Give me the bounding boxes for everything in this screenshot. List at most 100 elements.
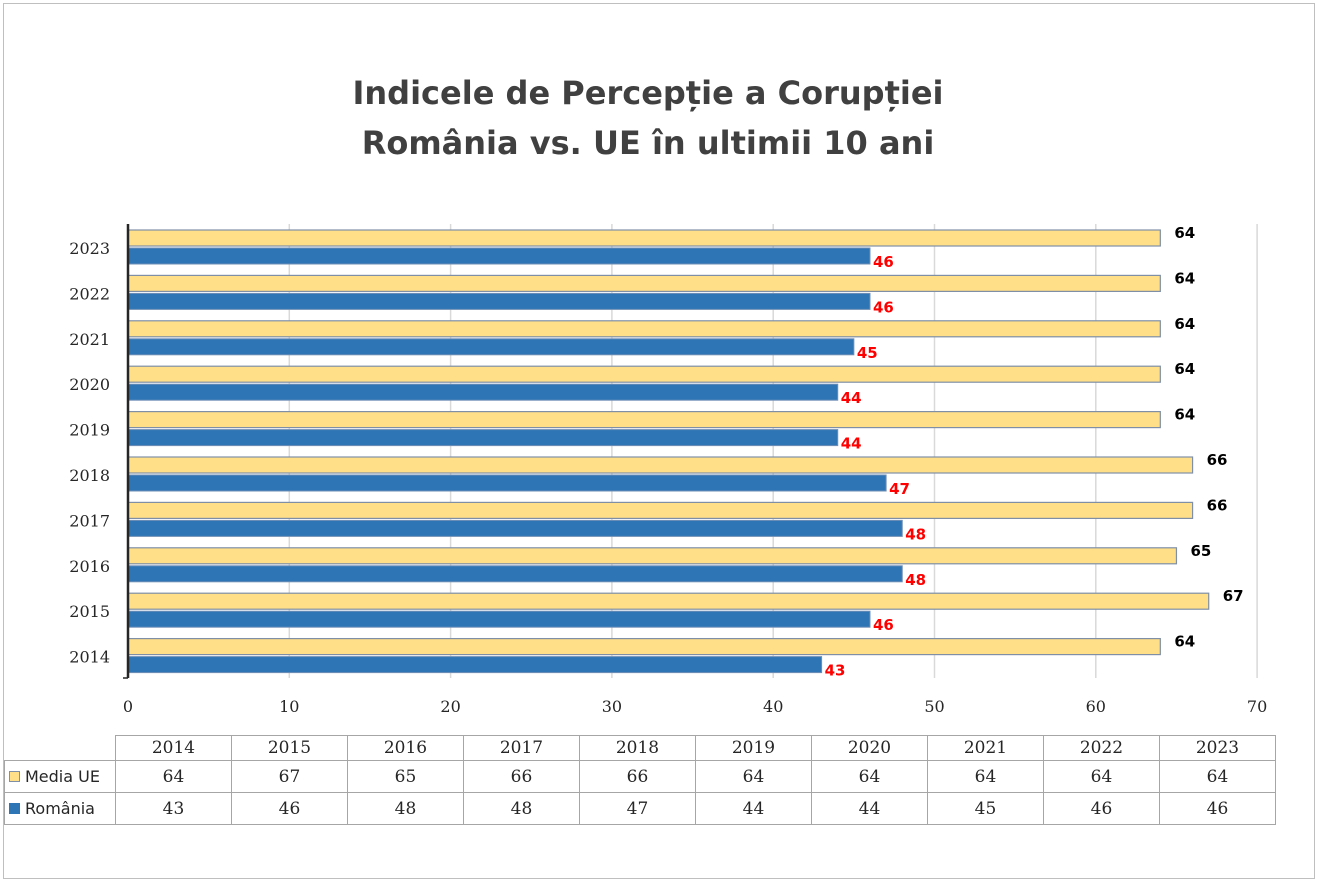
data-table-cell-romania: 48	[463, 792, 580, 825]
data-table-year-header: 2018	[579, 735, 696, 761]
y-category-label: 2022	[69, 284, 110, 303]
data-table: 2014 2015 2016 2017 2018 2019 2020 2021 2022 2023…	[4, 735, 1276, 825]
bar-chart: 0 10 20 30 40 50 60 70 2014 64 43 2015 67 46 2016 65 48 2…	[69, 224, 1267, 716]
data-label-romania: 47	[889, 480, 910, 498]
data-table-year-header: 2021	[927, 735, 1044, 761]
bar-romania	[127, 247, 871, 265]
data-table-year-header: 2015	[231, 735, 348, 761]
bar-media-ue	[127, 592, 1210, 610]
data-table-year-header: 2017	[463, 735, 580, 761]
y-category-label: 2021	[69, 330, 110, 349]
bar-media-ue	[127, 637, 1161, 656]
data-table-cell-media-ue: 66	[579, 760, 696, 793]
y-category-label: 2017	[69, 511, 110, 530]
y-category-label: 2015	[69, 602, 110, 621]
bar-romania	[127, 474, 887, 492]
data-label-romania: 46	[873, 298, 894, 316]
bar-media-ue	[127, 547, 1178, 565]
data-label-romania: 46	[873, 253, 894, 271]
data-label-media-ue: 64	[1174, 269, 1195, 287]
bar-romania	[127, 656, 823, 674]
x-tick-label: 70	[1247, 697, 1267, 716]
data-table-cell-media-ue: 65	[347, 760, 464, 793]
bar-media-ue	[127, 411, 1161, 429]
data-table-cell-romania: 46	[1043, 792, 1160, 825]
data-label-media-ue: 64	[1174, 633, 1195, 651]
data-table-cell-romania: 43	[115, 792, 232, 825]
data-label-media-ue: 64	[1174, 360, 1195, 378]
data-label-media-ue: 64	[1174, 406, 1195, 424]
data-table-cell-media-ue: 64	[115, 760, 232, 793]
bar-media-ue	[127, 274, 1161, 292]
data-label-romania: 44	[841, 435, 862, 453]
romania-swatch	[9, 803, 20, 814]
data-table-year-header: 2022	[1043, 735, 1160, 761]
data-label-romania: 43	[825, 662, 846, 680]
x-tick-label: 60	[1086, 697, 1106, 716]
data-label-media-ue: 67	[1223, 587, 1244, 605]
data-table-cell-romania: 44	[695, 792, 812, 825]
data-table-year-header: 2019	[695, 735, 812, 761]
data-table-year-header: 2023	[1159, 735, 1276, 761]
data-table-cell-media-ue: 64	[1159, 760, 1276, 793]
bar-romania	[127, 338, 855, 356]
data-label-romania: 46	[873, 616, 894, 634]
data-table-cell-romania: 48	[347, 792, 464, 825]
y-category-label: 2018	[69, 466, 110, 485]
x-tick-label: 20	[440, 697, 460, 716]
data-table-label-romania: România	[4, 792, 116, 825]
data-table-year-header: 2016	[347, 735, 464, 761]
bar-media-ue	[127, 456, 1194, 474]
data-label-romania: 44	[841, 389, 862, 407]
y-category-label: 2016	[69, 557, 110, 576]
data-table-row-media-ue: Media UE 64 67 65 66 66 64 64 64 64 64	[4, 760, 1276, 793]
bar-romania	[127, 610, 871, 628]
data-table-cell-romania: 46	[1159, 792, 1276, 825]
data-table-cell-media-ue: 64	[811, 760, 928, 793]
data-table-cell-romania: 44	[811, 792, 928, 825]
data-label-romania: 48	[905, 525, 926, 543]
y-category-label: 2019	[69, 421, 110, 440]
data-table-cell-media-ue: 64	[927, 760, 1044, 793]
y-category-label: 2014	[69, 648, 110, 667]
data-table-cell-romania: 46	[231, 792, 348, 825]
x-tick-label: 30	[602, 697, 622, 716]
data-table-cell-media-ue: 64	[695, 760, 812, 793]
data-table-cell-media-ue: 64	[1043, 760, 1160, 793]
bar-romania	[127, 383, 839, 401]
data-label-media-ue: 64	[1174, 315, 1195, 333]
data-label-romania: 45	[857, 344, 878, 362]
chart-subtitle: România vs. UE în ultimii 10 ani	[361, 124, 935, 162]
bar-media-ue	[127, 365, 1161, 383]
bar-romania	[127, 292, 871, 310]
chart-frame	[3, 3, 1315, 879]
data-table-cell-media-ue: 67	[231, 760, 348, 793]
data-table-header-row: 2014 2015 2016 2017 2018 2019 2020 2021 2022 2023	[4, 735, 1276, 761]
x-tick-label: 0	[123, 697, 133, 716]
bar-media-ue	[127, 320, 1161, 338]
data-label-media-ue: 66	[1207, 451, 1228, 469]
data-table-cell-media-ue: 66	[463, 760, 580, 793]
x-tick-label: 40	[763, 697, 783, 716]
bar-media-ue	[127, 501, 1194, 519]
media-ue-legend-label: Media UE	[25, 767, 100, 786]
romania-legend-label: România	[25, 799, 95, 818]
y-category-label: 2023	[69, 239, 110, 258]
data-table-cell-romania: 45	[927, 792, 1044, 825]
media-ue-swatch	[9, 771, 20, 782]
chart-title: Indicele de Percepție a Corupției	[352, 74, 944, 112]
bar-media-ue	[127, 229, 1161, 247]
y-category-label: 2020	[69, 375, 110, 394]
data-table-year-header: 2014	[115, 735, 232, 761]
data-label-romania: 48	[905, 571, 926, 589]
x-tick-label: 10	[279, 697, 299, 716]
data-label-media-ue: 65	[1190, 542, 1211, 560]
data-table-row-romania: România 43 46 48 48 47 44 44 45 46 46	[4, 792, 1276, 825]
bar-romania	[127, 519, 903, 537]
bar-romania	[127, 429, 839, 447]
data-table-year-header: 2020	[811, 735, 928, 761]
data-label-media-ue: 66	[1207, 496, 1228, 514]
bar-romania	[127, 565, 903, 583]
data-table-corner	[4, 735, 116, 761]
data-table-label-media-ue: Media UE	[4, 760, 116, 793]
